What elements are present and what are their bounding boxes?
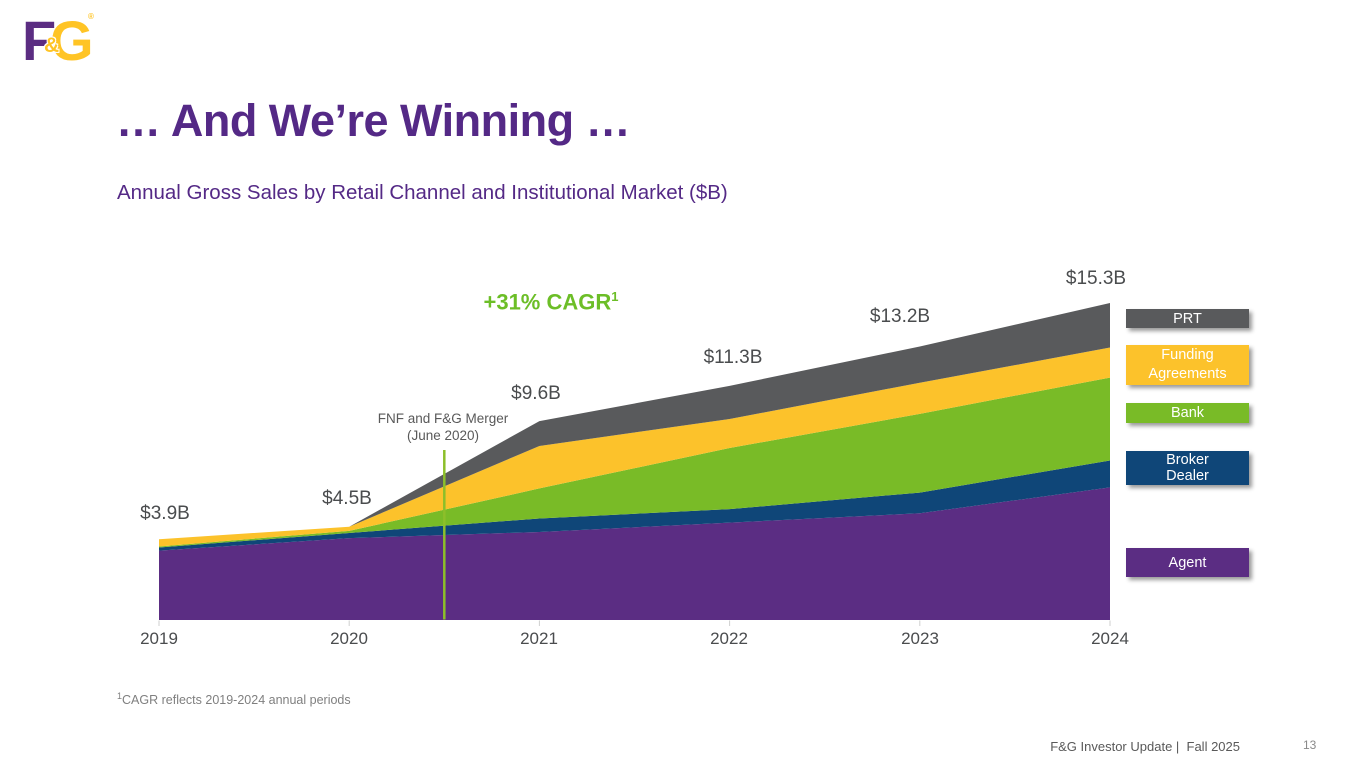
legend-item-funding-agreements: Funding Agreements — [1126, 345, 1249, 385]
data-label-2021: $9.6B — [511, 383, 561, 404]
x-axis-label-2023: 2023 — [901, 629, 939, 648]
logo-ampersand: & — [44, 34, 60, 57]
x-axis-label-2024: 2024 — [1091, 629, 1129, 648]
area-funding-agreements — [159, 347, 1110, 547]
x-axis-label-2022: 2022 — [710, 629, 748, 648]
merger-annotation-line1: FNF and F&G Merger — [377, 411, 509, 426]
x-axis-label-2019: 2019 — [140, 629, 178, 648]
data-label-2019: $3.9B — [140, 503, 190, 524]
fg-logo: F G & ® — [22, 9, 96, 72]
area-prt — [159, 302, 1110, 540]
legend-item-agent: Agent — [1126, 548, 1249, 577]
legend-label-prt: PRT — [1173, 310, 1202, 327]
legend-label-broker-line1: Broker — [1166, 452, 1209, 468]
area-broker-dealer — [159, 460, 1110, 551]
data-label-2022: $11.3B — [703, 347, 763, 368]
area-agent — [159, 487, 1110, 620]
logo-letter-f: F — [22, 9, 56, 72]
area-bank — [159, 377, 1110, 548]
footnote: 1CAGR reflects 2019-2024 annual periods — [117, 691, 351, 707]
cagr-callout: +31% CAGR1 — [483, 289, 618, 315]
data-label-2024: $15.3B — [1065, 268, 1127, 289]
legend-item-broker-dealer: Broker Dealer — [1126, 451, 1249, 485]
legend-label-broker-line2: Dealer — [1166, 468, 1209, 484]
legend-label-funding-line2: Agreements — [1148, 366, 1227, 382]
x-axis-label-2021: 2021 — [520, 629, 558, 648]
page-number: 13 — [1303, 738, 1317, 752]
merger-annotation: FNF and F&G Merger (June 2020) — [378, 410, 509, 444]
data-label-2023: $13.2B — [869, 306, 931, 327]
footnote-ref: 1 — [117, 691, 123, 701]
registered-mark-icon: ® — [88, 12, 94, 21]
legend-item-prt: PRT — [1126, 309, 1249, 328]
cagr-text: +31% CAGR — [483, 289, 612, 315]
cagr-footnote-ref: 1 — [611, 289, 619, 304]
merger-annotation-line2: (June 2020) — [406, 428, 480, 443]
data-label-2020: $4.5B — [322, 488, 372, 509]
page-subtitle: Annual Gross Sales by Retail Channel and… — [117, 181, 728, 204]
page-title: … And We’re Winning … — [116, 95, 631, 146]
legend-item-bank: Bank — [1126, 403, 1249, 423]
footnote-text: CAGR reflects 2019-2024 annual periods — [122, 693, 351, 708]
legend-label-funding-line1: Funding — [1161, 347, 1214, 363]
footer-text: F&G Investor Update | Fall 2025 — [1050, 739, 1240, 754]
legend-label-bank: Bank — [1170, 405, 1205, 421]
logo-letter-g: G — [50, 9, 94, 72]
x-axis-label-2020: 2020 — [330, 629, 368, 648]
legend-label-agent: Agent — [1168, 554, 1207, 571]
